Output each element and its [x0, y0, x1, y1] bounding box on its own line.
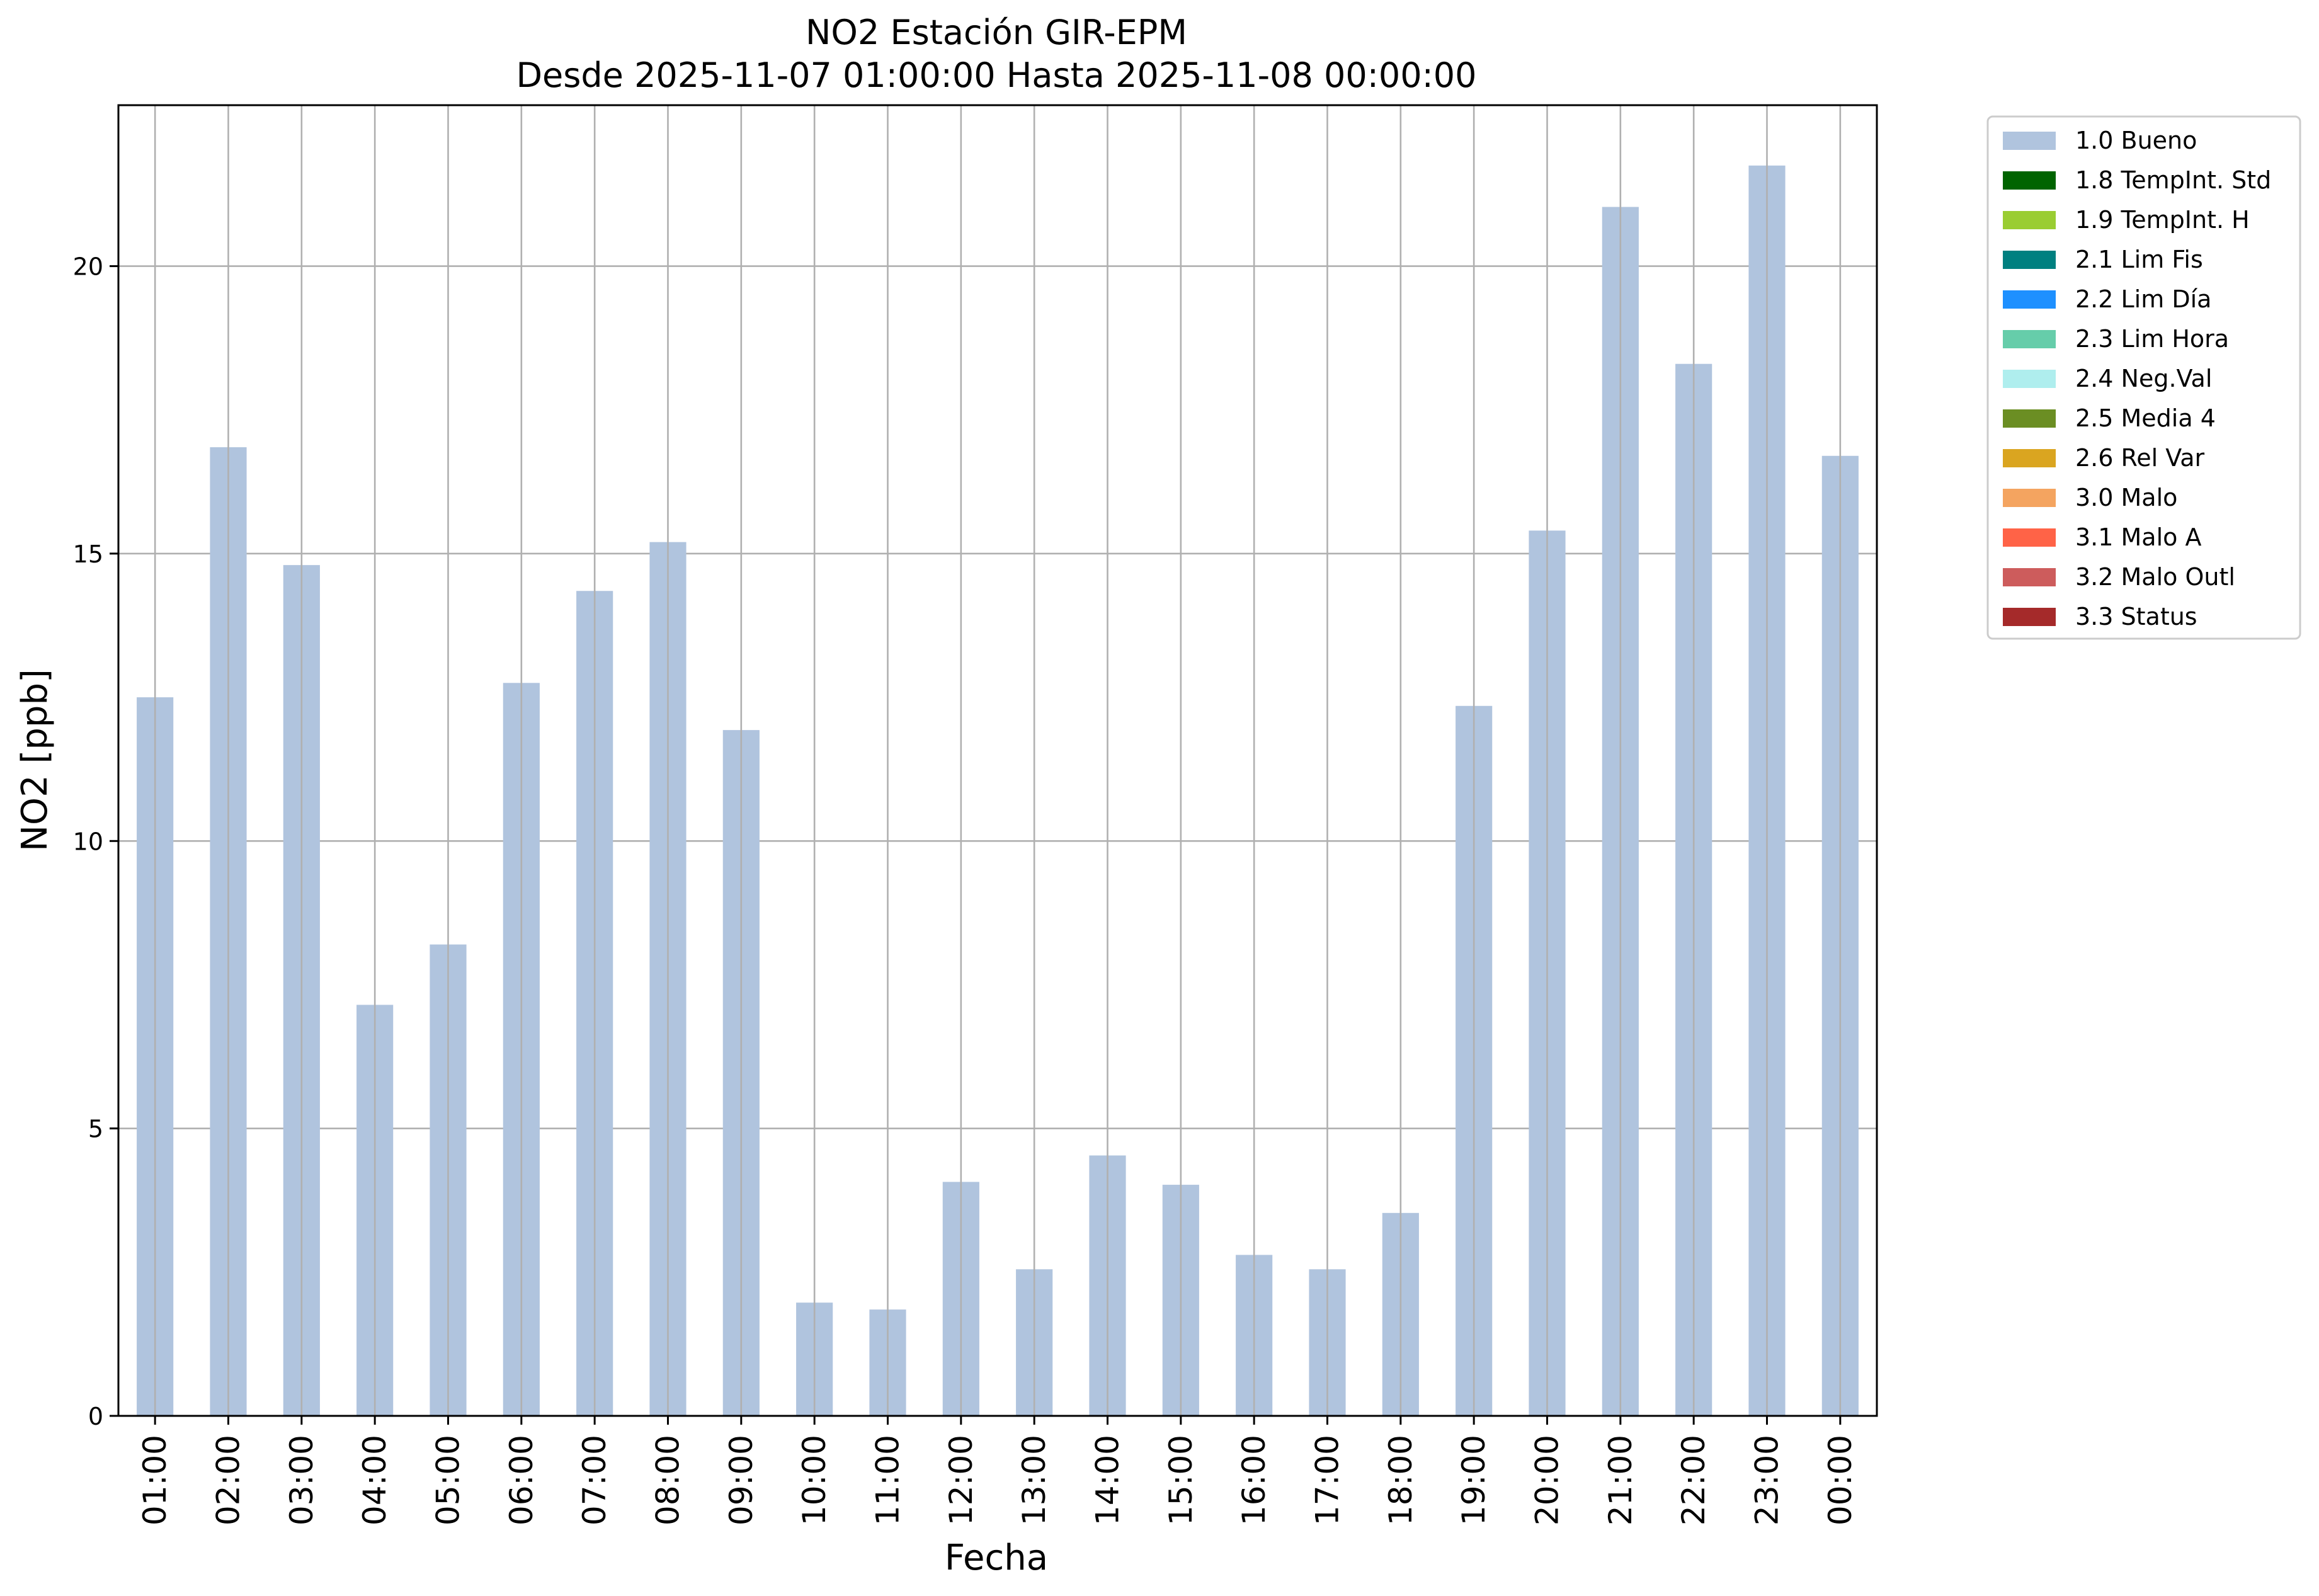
legend-swatch: [2003, 608, 2056, 626]
x-tick-label: 19:00: [1456, 1435, 1492, 1525]
x-tick-label: 01:00: [137, 1435, 173, 1525]
legend-swatch: [2003, 132, 2056, 150]
y-tick-label: 5: [88, 1115, 103, 1143]
legend-label: 3.3 Status: [2075, 603, 2197, 630]
legend-label: 2.1 Lim Fis: [2075, 246, 2203, 273]
x-tick-label: 18:00: [1382, 1435, 1419, 1525]
y-tick-label: 0: [88, 1403, 103, 1430]
x-tick-label: 22:00: [1675, 1435, 1712, 1525]
y-tick-label: 10: [73, 828, 103, 855]
x-tick-label: 20:00: [1529, 1435, 1566, 1525]
legend-label: 2.3 Lim Hora: [2075, 325, 2229, 353]
x-tick-label: 12:00: [943, 1435, 979, 1525]
legend-swatch: [2003, 489, 2056, 507]
chart-subtitle: Desde 2025-11-07 01:00:00 Hasta 2025-11-…: [516, 55, 1476, 95]
x-tick-label: 11:00: [870, 1435, 906, 1525]
x-tick-label: 09:00: [723, 1435, 760, 1525]
x-tick-label: 17:00: [1309, 1435, 1346, 1525]
legend-swatch: [2003, 211, 2056, 229]
legend-swatch: [2003, 409, 2056, 428]
x-tick-label: 02:00: [210, 1435, 247, 1525]
legend-label: 2.4 Neg.Val: [2075, 365, 2212, 392]
legend-label: 3.0 Malo: [2075, 484, 2177, 511]
x-tick-label: 15:00: [1163, 1435, 1199, 1525]
legend-box: [1986, 115, 2301, 640]
legend: 1.0 Bueno 1.8 TempInt. Std 1.9 TempInt. H 2…: [1986, 115, 2301, 640]
plot-frame: [117, 104, 1878, 1417]
x-tick-label: 07:00: [576, 1435, 613, 1525]
y-tick-label: 15: [73, 540, 103, 568]
vertical-grid: [154, 105, 1842, 1416]
legend-label: 2.6 Rel Var: [2075, 444, 2205, 472]
legend-swatch: [2003, 449, 2056, 467]
y-axis-label: NO2 [ppb]: [14, 669, 55, 852]
x-tick-label: 04:00: [356, 1435, 393, 1525]
legend-label: 2.2 Lim Día: [2075, 285, 2211, 313]
x-tick-label: 05:00: [430, 1435, 467, 1525]
x-tick-label: 00:00: [1822, 1435, 1859, 1525]
y-axis: 0 5 10 15 20: [73, 253, 118, 1430]
x-tick-label: 10:00: [796, 1435, 833, 1525]
chart-title: NO2 Estación GIR-EPM: [806, 13, 1187, 52]
legend-swatch: [2003, 330, 2056, 348]
legend-label: 2.5 Media 4: [2075, 404, 2216, 432]
x-tick-label: 23:00: [1749, 1435, 1786, 1525]
y-tick-label: 20: [73, 253, 103, 281]
x-tick-label: 16:00: [1236, 1435, 1272, 1525]
x-tick-label: 06:00: [503, 1435, 540, 1525]
legend-label: 1.9 TempInt. H: [2075, 206, 2250, 234]
legend-label: 3.1 Malo A: [2075, 523, 2201, 551]
legend-label: 3.2 Malo Outl: [2075, 563, 2235, 591]
legend-swatch: [2003, 528, 2056, 547]
x-tick-label: 13:00: [1016, 1435, 1052, 1525]
x-tick-label: 14:00: [1090, 1435, 1126, 1525]
x-axis: 01:00 02:00 03:00 04:00 05:00 06:00 07:00 08:00…: [137, 1416, 1859, 1525]
legend-swatch: [2003, 171, 2056, 190]
legend-swatch: [2003, 370, 2056, 388]
legend-swatch: [2003, 290, 2056, 309]
legend-label: 1.0 Bueno: [2075, 127, 2197, 154]
legend-swatch: [2003, 251, 2056, 269]
x-tick-label: 08:00: [650, 1435, 687, 1525]
x-tick-label: 03:00: [283, 1435, 320, 1525]
x-tick-label: 21:00: [1602, 1435, 1639, 1525]
x-axis-label: Fecha: [945, 1537, 1048, 1578]
legend-swatch: [2003, 568, 2056, 586]
legend-label: 1.8 TempInt. Std: [2075, 166, 2271, 194]
